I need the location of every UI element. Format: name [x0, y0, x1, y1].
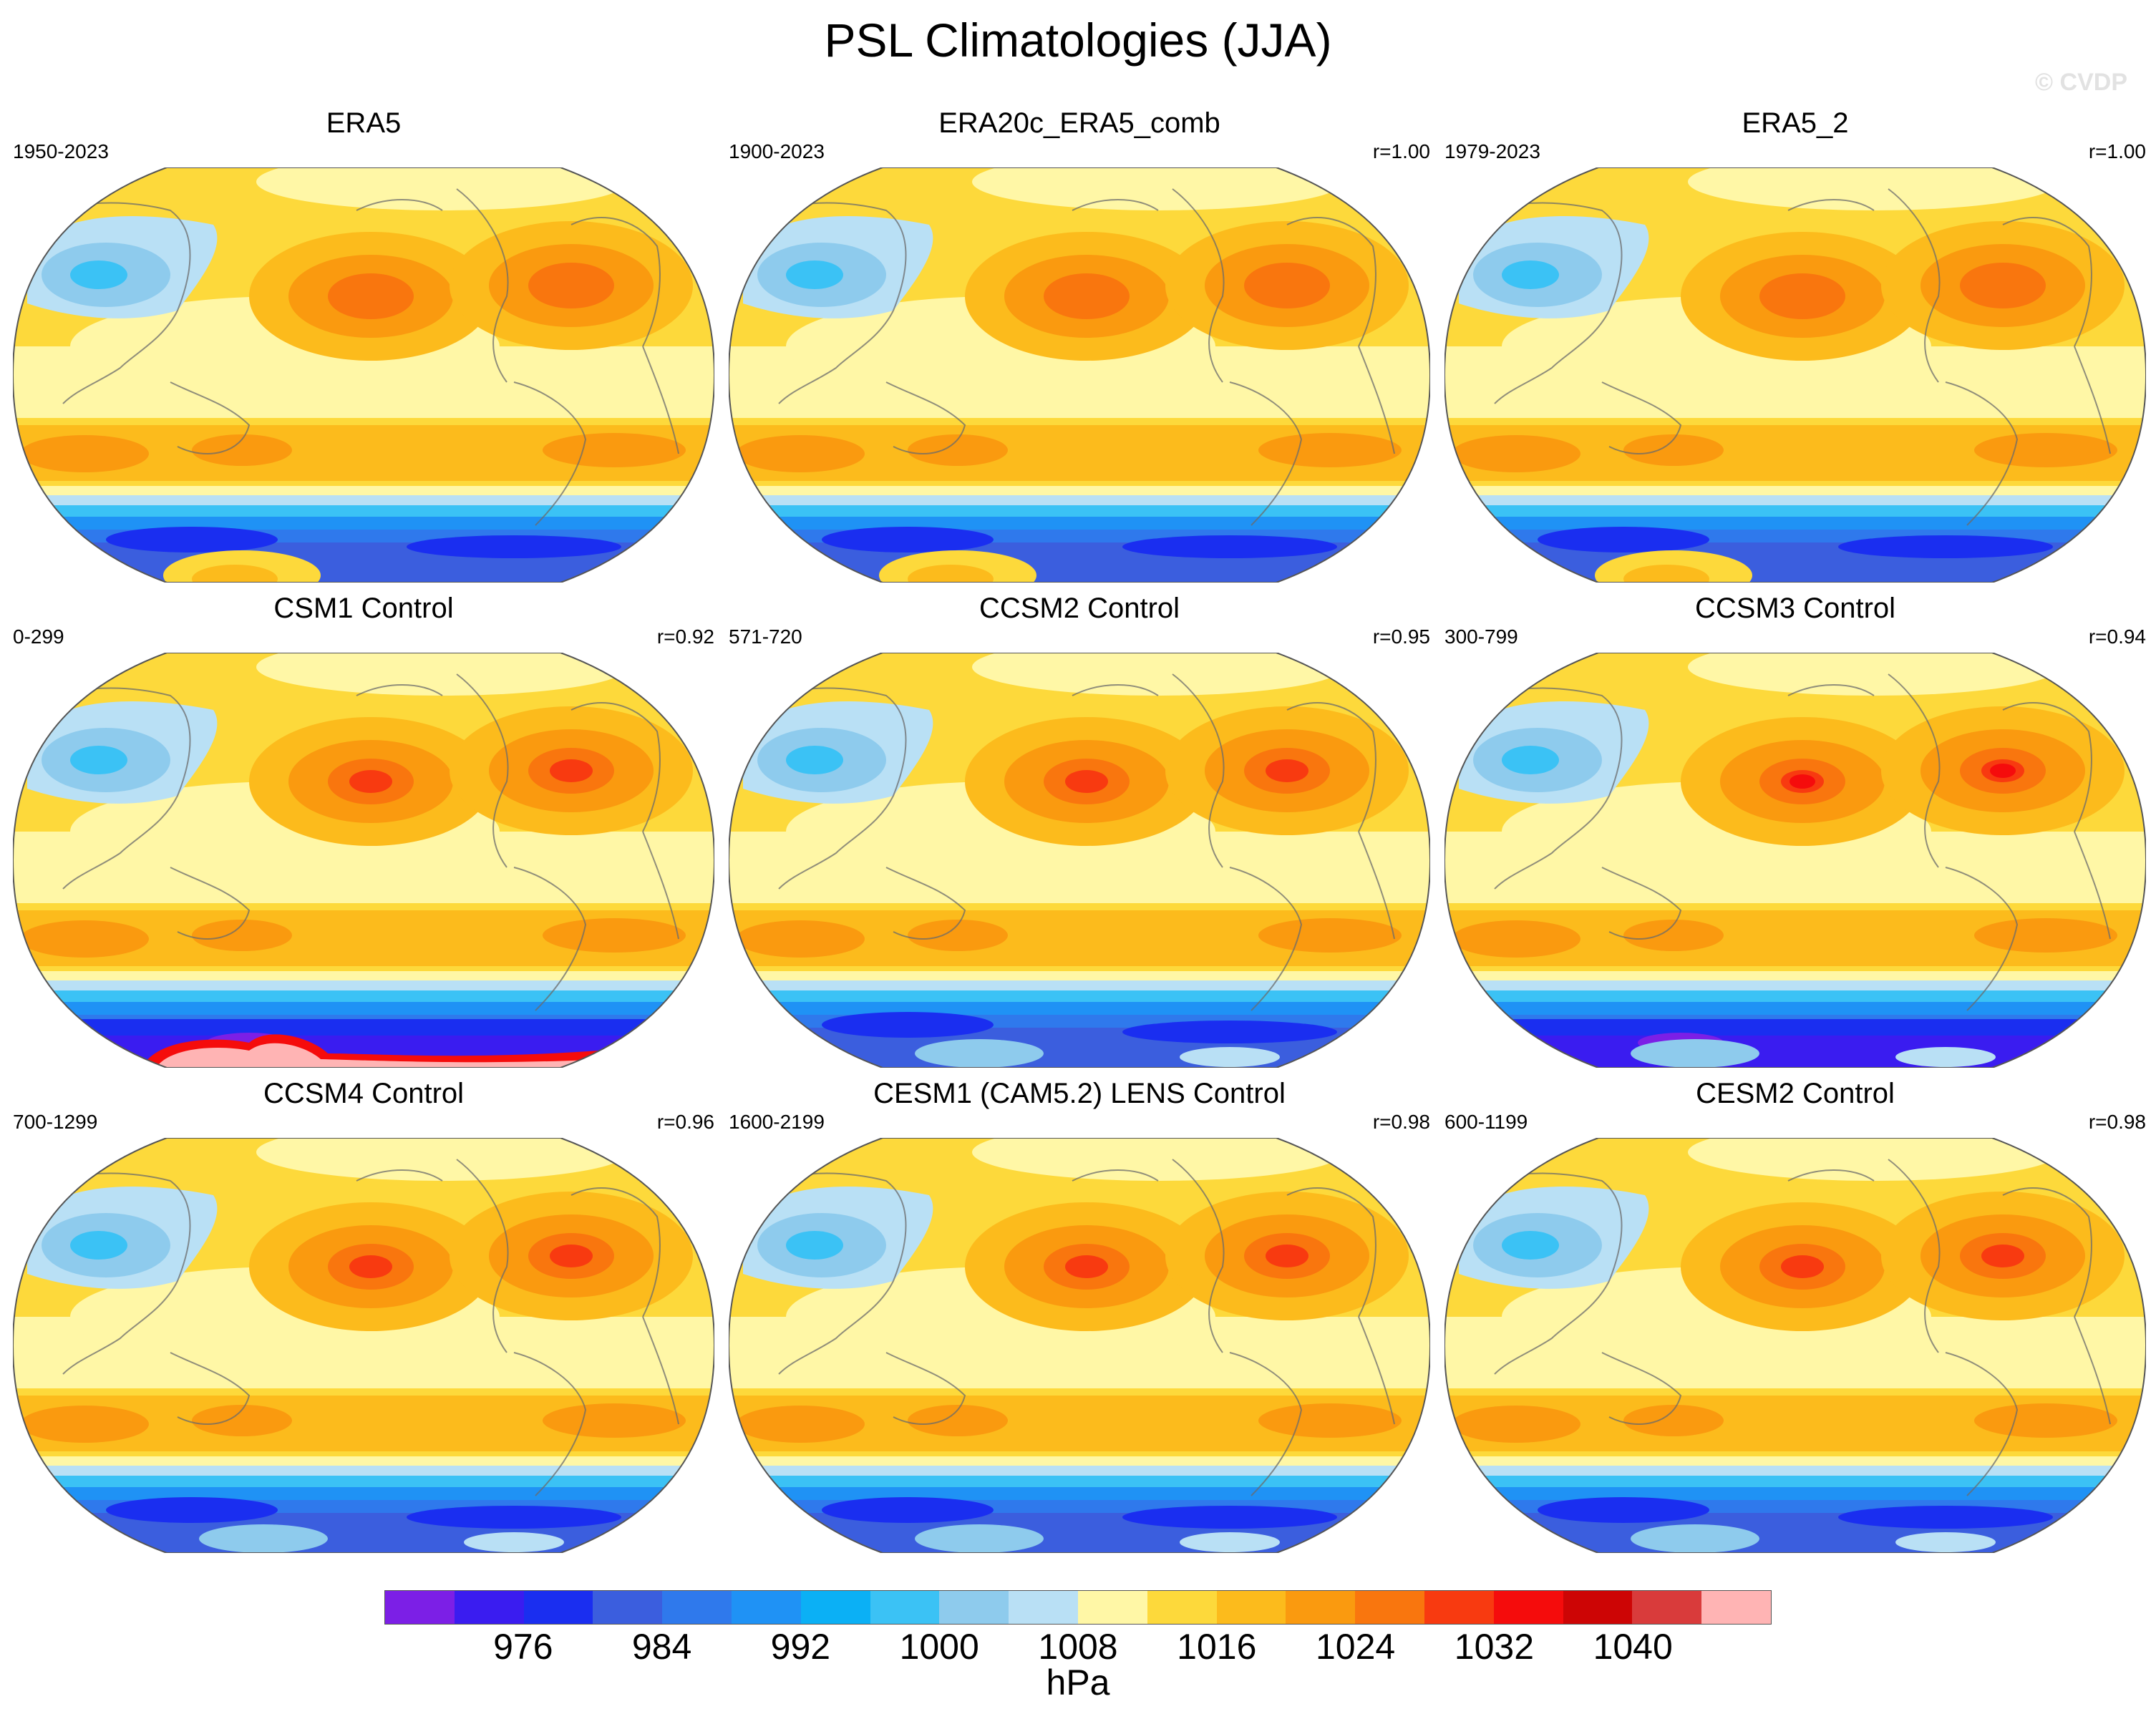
colorbar-swatch — [662, 1591, 732, 1624]
psl-map — [1444, 1138, 2146, 1553]
colorbar-tick-label: 1000 — [899, 1627, 979, 1667]
psl-map — [729, 1138, 1430, 1553]
colorbar-tick-label: 1032 — [1454, 1627, 1535, 1667]
panel-correlation: r=0.98 — [1372, 1111, 1430, 1133]
panel-years: 700-1299 — [13, 1111, 98, 1133]
psl-map — [729, 167, 1430, 583]
panel-years: 300-799 — [1444, 625, 1518, 648]
cvdp-credit: © CVDP — [2035, 69, 2127, 96]
panel-title: CCSM3 Control — [1694, 593, 1896, 624]
colorbar-swatch — [1563, 1591, 1633, 1624]
psl-map — [729, 653, 1430, 1068]
pressure-field — [729, 167, 1430, 583]
panel-years: 1950-2023 — [13, 140, 109, 162]
map-panel: ERA5_2 1979-2023 r=1.00 — [1444, 106, 2146, 585]
map-panel: CCSM2 Control 571-720 r=0.95 — [729, 591, 1430, 1071]
pressure-field — [1444, 1138, 2146, 1553]
psl-map — [1444, 167, 2146, 583]
colorbar-units: hPa — [1046, 1662, 1110, 1703]
panel-title: ERA5 — [326, 107, 402, 139]
colorbar-swatch — [1009, 1591, 1078, 1624]
figure-title: PSL Climatologies (JJA) — [824, 14, 1332, 67]
pressure-field — [729, 653, 1430, 1068]
panel-title: CCSM4 Control — [263, 1078, 465, 1109]
panel-title: ERA20c_ERA5_comb — [938, 107, 1220, 139]
colorbar-swatch — [1355, 1591, 1424, 1624]
colorbar-tick-label: 1008 — [1038, 1627, 1118, 1667]
panel-title: CESM1 (CAM5.2) LENS Control — [873, 1078, 1286, 1109]
pressure-field — [13, 653, 714, 1068]
map-panel: CESM2 Control 600-1199 r=0.98 — [1444, 1076, 2146, 1556]
colorbar-swatch — [1493, 1591, 1563, 1624]
colorbar-tick-label: 1016 — [1177, 1627, 1257, 1667]
colorbar-swatch — [1286, 1591, 1356, 1624]
panel-correlation: r=1.00 — [1372, 140, 1430, 162]
panel-years: 0-299 — [13, 625, 64, 648]
colorbar-tick-label: 984 — [631, 1627, 692, 1667]
colorbar-swatch — [1077, 1591, 1147, 1624]
map-panel: CCSM3 Control 300-799 r=0.94 — [1444, 591, 2146, 1071]
colorbar-tick-label: 1024 — [1315, 1627, 1396, 1667]
map-panel: ERA5 1950-2023 — [13, 106, 714, 585]
pressure-field — [1444, 653, 2146, 1068]
colorbar-swatch — [1701, 1591, 1771, 1624]
colorbar-swatch — [1632, 1591, 1702, 1624]
colorbar-swatch — [385, 1591, 455, 1624]
panel-title: CESM2 Control — [1696, 1078, 1895, 1109]
colorbar-tick-label: 992 — [770, 1627, 831, 1667]
colorbar-swatch — [731, 1591, 801, 1624]
panel-title: CSM1 Control — [273, 593, 454, 624]
pressure-field — [1444, 167, 2146, 583]
colorbar-swatch — [800, 1591, 870, 1624]
panel-title: ERA5_2 — [1742, 107, 1849, 139]
panel-correlation: r=0.98 — [2088, 1111, 2146, 1133]
colorbar-swatch — [870, 1591, 940, 1624]
colorbar-swatch — [1424, 1591, 1494, 1624]
colorbar-swatch — [523, 1591, 593, 1624]
panel-years: 1900-2023 — [729, 140, 825, 162]
panel-years: 600-1199 — [1444, 1111, 1528, 1133]
panel-years: 1600-2199 — [729, 1111, 825, 1133]
panel-correlation: r=0.92 — [656, 625, 714, 648]
psl-map — [1444, 653, 2146, 1068]
colorbar-swatch — [1216, 1591, 1286, 1624]
map-panel: CESM1 (CAM5.2) LENS Control 1600-2199 r=0.… — [729, 1076, 1430, 1556]
map-panel: ERA20c_ERA5_comb 1900-2023 r=1.00 — [729, 106, 1430, 585]
colorbar-swatch — [593, 1591, 663, 1624]
pressure-field — [13, 1138, 714, 1553]
panel-years: 571-720 — [729, 625, 802, 648]
map-panel: CCSM4 Control 700-1299 r=0.96 — [13, 1076, 714, 1556]
psl-map — [13, 653, 714, 1068]
psl-map — [13, 1138, 714, 1553]
colorbar-swatch — [1147, 1591, 1217, 1624]
map-panel: CSM1 Control 0-299 r=0.92 — [13, 591, 714, 1071]
colorbar-swatch — [939, 1591, 1009, 1624]
panel-correlation: r=0.94 — [2088, 625, 2146, 648]
colorbar-swatch — [454, 1591, 524, 1624]
psl-map — [13, 167, 714, 583]
pressure-field — [729, 1138, 1430, 1553]
panel-years: 1979-2023 — [1444, 140, 1540, 162]
panel-title: CCSM2 Control — [979, 593, 1180, 624]
panel-correlation: r=1.00 — [2088, 140, 2146, 162]
colorbar-ticks: 976 984 992 1000 1008 1016 1024 1032 1040 — [384, 1626, 1772, 1669]
pressure-field — [13, 167, 714, 583]
panel-correlation: r=0.95 — [1372, 625, 1430, 648]
colorbar-tick-label: 1040 — [1593, 1627, 1673, 1667]
colorbar-tick-label: 976 — [493, 1627, 553, 1667]
panel-correlation: r=0.96 — [656, 1111, 714, 1133]
colorbar — [384, 1590, 1772, 1625]
